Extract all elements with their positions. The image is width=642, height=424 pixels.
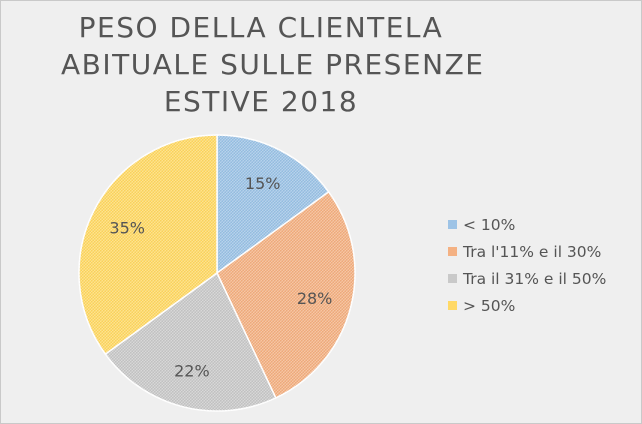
- pie-slice-texture-lt10: [217, 135, 329, 273]
- legend-item-lt10: < 10%: [448, 211, 606, 238]
- legend-swatch-31-50: [448, 274, 457, 283]
- legend-item-gt50: > 50%: [448, 292, 606, 319]
- chart-title-line-2: ABITUALE SULLE PRESENZE: [61, 48, 485, 81]
- pie-slice-texture-11-30: [217, 191, 355, 398]
- chart-title-line-1: PESO DELLA CLIENTELA: [78, 11, 444, 44]
- chart-legend: < 10% Tra l'11% e il 30% Tra il 31% e il…: [448, 211, 606, 319]
- legend-label-11-30: Tra l'11% e il 30%: [463, 242, 602, 261]
- legend-item-11-30: Tra l'11% e il 30%: [448, 238, 606, 265]
- legend-swatch-gt50: [448, 301, 457, 310]
- chart-title-line-3: ESTIVE 2018: [163, 85, 359, 118]
- pie-slice-texture-gt50: [79, 135, 218, 355]
- chart-title: PESO DELLA CLIENTELA ABITUALE SULLE PRES…: [61, 9, 485, 120]
- data-label-11-30: 28%: [297, 289, 333, 308]
- legend-label-lt10: < 10%: [463, 215, 516, 234]
- legend-label-gt50: > 50%: [463, 296, 516, 315]
- legend-item-31-50: Tra il 31% e il 50%: [448, 265, 606, 292]
- pie-slice-texture-31-50: [105, 273, 276, 412]
- legend-label-31-50: Tra il 31% e il 50%: [463, 269, 607, 288]
- data-label-gt50: 35%: [109, 218, 145, 237]
- legend-swatch-11-30: [448, 247, 457, 256]
- legend-swatch-lt10: [448, 220, 457, 229]
- data-label-lt10: 15%: [245, 174, 281, 193]
- data-label-31-50: 22%: [174, 362, 210, 381]
